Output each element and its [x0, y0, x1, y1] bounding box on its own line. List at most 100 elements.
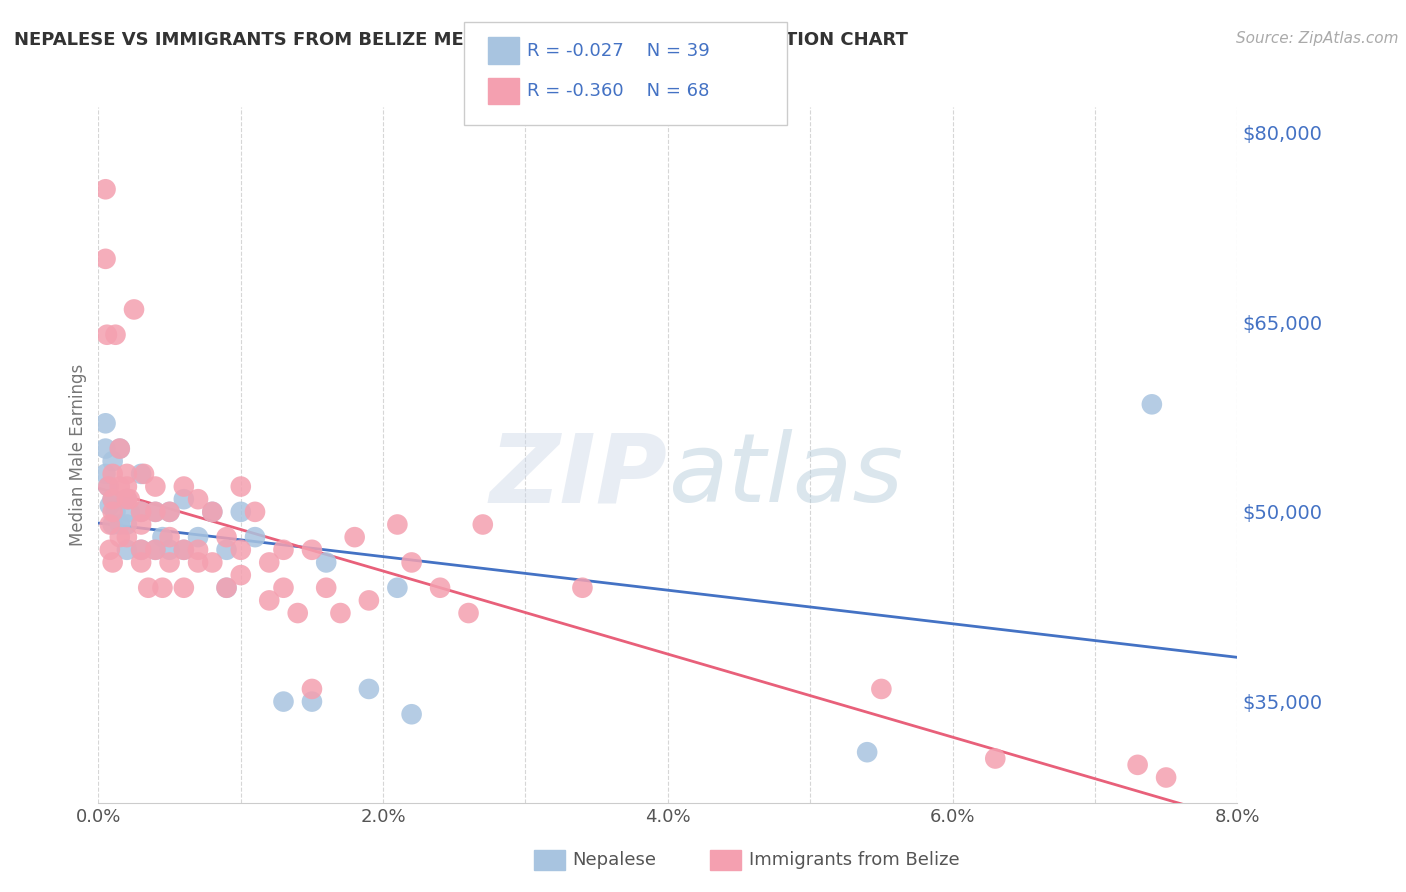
Point	[118, 492, 141, 507]
Point	[187, 556, 209, 570]
Point	[173, 542, 195, 557]
Point	[101, 556, 124, 570]
Text: Immigrants from Belize: Immigrants from Belize	[749, 851, 960, 869]
Point	[101, 492, 124, 507]
Text: R = -0.027    N = 39: R = -0.027 N = 39	[527, 42, 710, 60]
Point	[94, 252, 117, 266]
Point	[243, 530, 266, 544]
Point	[145, 505, 167, 519]
Point	[357, 681, 380, 696]
Point	[97, 479, 120, 493]
Point	[94, 417, 117, 431]
Point	[273, 581, 295, 595]
Point	[870, 681, 893, 696]
Point	[571, 581, 593, 595]
Point	[129, 505, 152, 519]
Text: NEPALESE VS IMMIGRANTS FROM BELIZE MEDIAN MALE EARNINGS CORRELATION CHART: NEPALESE VS IMMIGRANTS FROM BELIZE MEDIA…	[14, 31, 908, 49]
Point	[145, 479, 167, 493]
Point	[98, 517, 121, 532]
Point	[96, 327, 118, 342]
Point	[108, 442, 131, 456]
Point	[173, 492, 195, 507]
Point	[187, 492, 209, 507]
Point	[101, 467, 124, 481]
Point	[856, 745, 879, 759]
Point	[273, 695, 295, 709]
Point	[315, 581, 337, 595]
Point	[132, 467, 155, 481]
Point	[94, 467, 117, 481]
Point	[129, 542, 152, 557]
Point	[159, 530, 181, 544]
Point	[129, 542, 152, 557]
Text: Nepalese: Nepalese	[572, 851, 657, 869]
Point	[97, 479, 120, 493]
Point	[94, 442, 117, 456]
Point	[129, 467, 152, 481]
Point	[115, 492, 138, 507]
Point	[201, 505, 224, 519]
Point	[215, 530, 238, 544]
Point	[984, 751, 1007, 765]
Point	[387, 517, 409, 532]
Point	[273, 542, 295, 557]
Point	[108, 530, 131, 544]
Point	[401, 707, 423, 722]
Point	[115, 517, 138, 532]
Point	[108, 479, 131, 493]
Point	[301, 542, 323, 557]
Point	[173, 479, 195, 493]
Point	[187, 542, 209, 557]
Point	[115, 542, 138, 557]
Point	[471, 517, 494, 532]
Point	[98, 499, 121, 513]
Point	[145, 542, 167, 557]
Point	[229, 568, 252, 582]
Point	[159, 542, 181, 557]
Point	[1154, 771, 1177, 785]
Point	[108, 442, 131, 456]
Point	[429, 581, 451, 595]
Point	[159, 505, 181, 519]
Point	[159, 556, 181, 570]
Point	[94, 182, 117, 196]
Point	[229, 479, 252, 493]
Point	[152, 530, 174, 544]
Point	[287, 606, 309, 620]
Point	[201, 505, 224, 519]
Point	[329, 606, 352, 620]
Point	[173, 581, 195, 595]
Point	[259, 593, 281, 607]
Y-axis label: Median Male Earnings: Median Male Earnings	[69, 364, 87, 546]
Point	[1126, 757, 1149, 772]
Point	[401, 556, 423, 570]
Point	[145, 505, 167, 519]
Point	[101, 505, 124, 519]
Point	[129, 505, 152, 519]
Text: R = -0.360    N = 68: R = -0.360 N = 68	[527, 82, 710, 100]
Point	[115, 530, 138, 544]
Point	[301, 681, 323, 696]
Point	[229, 542, 252, 557]
Point	[229, 505, 252, 519]
Point	[159, 505, 181, 519]
Point	[115, 479, 138, 493]
Point	[115, 467, 138, 481]
Point	[457, 606, 479, 620]
Point	[104, 327, 127, 342]
Point	[1140, 397, 1163, 411]
Point	[115, 492, 138, 507]
Point	[173, 542, 195, 557]
Point	[118, 505, 141, 519]
Point	[101, 517, 124, 532]
Point	[215, 581, 238, 595]
Point	[129, 517, 152, 532]
Point	[215, 581, 238, 595]
Point	[98, 542, 121, 557]
Point	[243, 505, 266, 519]
Point	[122, 302, 145, 317]
Point	[357, 593, 380, 607]
Point	[101, 454, 124, 468]
Point	[104, 505, 127, 519]
Text: Source: ZipAtlas.com: Source: ZipAtlas.com	[1236, 31, 1399, 46]
